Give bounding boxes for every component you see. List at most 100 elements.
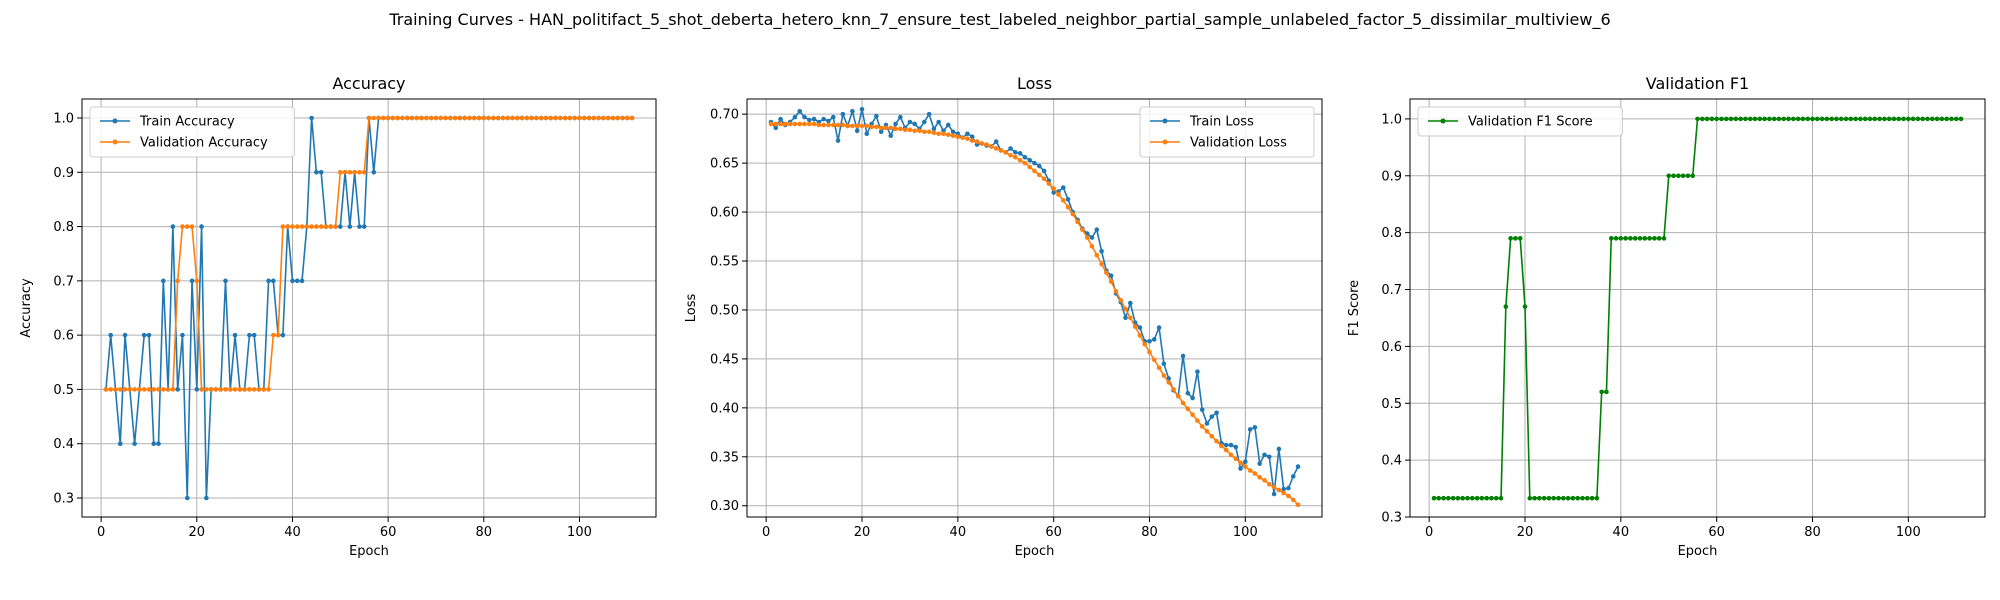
x-tick-label: 0 <box>1425 525 1433 540</box>
data-point <box>1051 186 1056 191</box>
data-point <box>1522 304 1528 309</box>
data-point <box>878 125 884 131</box>
data-point <box>414 115 420 121</box>
data-point <box>1137 325 1143 330</box>
data-point <box>1910 116 1916 122</box>
data-point <box>318 224 324 229</box>
data-point <box>1060 198 1066 203</box>
data-point <box>989 144 994 149</box>
data-point <box>577 115 582 121</box>
y-tick-label: 0.45 <box>710 352 739 367</box>
data-point <box>907 127 913 133</box>
data-point <box>830 114 836 120</box>
legend-swatch-marker <box>1162 139 1168 145</box>
data-point <box>1151 337 1157 342</box>
data-point <box>802 114 807 120</box>
data-point <box>778 121 783 127</box>
data-point <box>271 278 276 284</box>
data-point <box>227 387 233 392</box>
data-point <box>1661 236 1667 241</box>
data-point <box>495 115 501 121</box>
data-point <box>194 278 200 284</box>
data-point <box>266 278 271 284</box>
data-point <box>1185 390 1191 396</box>
data-point <box>596 115 601 121</box>
data-point <box>1872 116 1878 122</box>
data-point <box>888 125 894 131</box>
data-point <box>902 127 908 133</box>
data-point <box>1949 116 1954 122</box>
data-point <box>371 115 377 121</box>
y-tick-label: 0.8 <box>1381 226 1402 241</box>
data-point <box>256 387 262 392</box>
data-point <box>1022 160 1028 166</box>
data-point <box>452 115 458 121</box>
data-point <box>1142 341 1148 347</box>
data-point <box>1266 481 1272 487</box>
data-point <box>1906 116 1911 122</box>
data-point <box>1123 315 1128 321</box>
x-tick-label: 40 <box>950 525 967 540</box>
data-point <box>1556 495 1561 501</box>
data-point <box>926 111 932 117</box>
legend-swatch-marker <box>112 118 118 124</box>
data-point <box>979 141 985 146</box>
data-point <box>797 121 803 127</box>
x-tick-label: 20 <box>189 525 206 540</box>
data-point <box>1848 116 1854 122</box>
y-axis-label: Loss <box>684 294 699 323</box>
data-point <box>476 115 482 121</box>
y-tick-label: 0.55 <box>710 255 739 270</box>
data-point <box>1257 475 1263 480</box>
data-point <box>945 132 951 138</box>
data-point <box>845 123 850 129</box>
data-point <box>117 441 123 447</box>
data-point <box>1161 373 1167 378</box>
data-point <box>361 224 367 229</box>
data-point <box>931 130 937 136</box>
data-point <box>318 169 324 175</box>
data-point <box>811 116 817 122</box>
data-point <box>376 115 381 121</box>
data-point <box>1647 236 1652 241</box>
y-tick-label: 0.70 <box>710 108 739 123</box>
data-point <box>1286 493 1291 499</box>
data-point <box>1271 491 1277 497</box>
data-point <box>945 122 951 128</box>
x-tick-label: 60 <box>1045 525 1062 540</box>
data-point <box>1108 279 1114 284</box>
y-tick-label: 0.30 <box>710 499 739 514</box>
data-point <box>620 115 625 121</box>
data-point <box>180 224 185 229</box>
data-point <box>1676 173 1681 179</box>
data-point <box>1008 146 1013 151</box>
data-point <box>199 224 204 229</box>
data-point <box>1003 150 1009 155</box>
data-point <box>500 115 506 121</box>
data-point <box>1886 116 1892 122</box>
data-point <box>1541 495 1547 501</box>
data-point <box>1589 495 1595 501</box>
data-point <box>491 115 496 121</box>
data-point <box>1781 116 1787 122</box>
x-tick-label: 40 <box>1613 525 1630 540</box>
data-point <box>1637 236 1643 241</box>
data-point <box>385 115 391 121</box>
data-point <box>1767 116 1772 122</box>
data-point <box>251 387 257 392</box>
data-point <box>1257 461 1263 466</box>
data-point <box>821 116 826 122</box>
y-tick-label: 0.40 <box>710 401 739 416</box>
data-point <box>1228 442 1234 448</box>
data-point <box>294 278 300 284</box>
data-point <box>859 106 865 112</box>
data-point <box>1604 389 1609 395</box>
data-point <box>232 332 238 338</box>
data-point <box>601 115 606 121</box>
data-point <box>1204 421 1210 426</box>
data-point <box>1882 116 1887 122</box>
y-tick-label: 0.5 <box>1381 397 1402 412</box>
data-point <box>1632 236 1638 241</box>
data-point <box>132 387 137 392</box>
x-tick-label: 60 <box>380 525 397 540</box>
